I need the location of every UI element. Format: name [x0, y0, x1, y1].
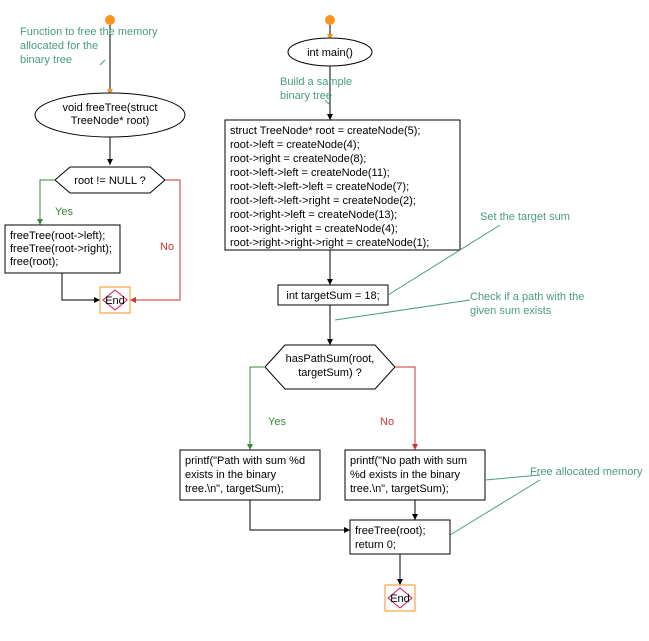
code-line: %d exists in the binary: [350, 469, 461, 481]
code-line: root->right->right->right = createNode(1…: [230, 237, 429, 249]
code-line: root->left->left = createNode(11);: [230, 167, 390, 179]
code-line: freeTree(root);: [355, 525, 426, 537]
node-label: root != NULL ?: [74, 175, 145, 187]
edge: [62, 273, 100, 300]
right-flow: int main() Build a sample binary tree st…: [180, 15, 643, 611]
code-line: root->right->right = createNode(4);: [230, 223, 398, 235]
end-label: End: [390, 593, 410, 605]
annot-text: allocated for the: [20, 40, 98, 52]
code-line: tree.\n", targetSum);: [185, 483, 284, 495]
flowchart-canvas: Function to free the memory allocated fo…: [0, 0, 649, 641]
edge-yes: [40, 180, 55, 225]
code-line: root->left = createNode(4);: [230, 139, 360, 151]
annot-text: Function to free the memory: [20, 26, 158, 38]
node-label: TreeNode* root): [71, 115, 149, 127]
right-start-dot: [325, 15, 335, 25]
node-label: void freeTree(struct: [63, 102, 158, 114]
annot-text: Build a sample: [280, 76, 352, 88]
code-line: root->left->left->right = createNode(2);: [230, 195, 416, 207]
node-label: int main(): [307, 47, 353, 59]
annot-text: binary tree: [20, 54, 72, 66]
annot-text: binary tree: [280, 90, 332, 102]
edge-yes: [250, 367, 265, 450]
no-label: No: [380, 416, 394, 428]
annot-text: given sum exists: [470, 305, 552, 317]
code-line: root->right = createNode(8);: [230, 153, 366, 165]
edge-no: [395, 367, 415, 450]
code-line: tree.\n", targetSum);: [350, 483, 449, 495]
left-start-dot: [105, 15, 115, 25]
annot-text: Check if a path with the: [470, 291, 584, 303]
edge-no: [130, 180, 180, 300]
right-annot-build: Build a sample binary tree: [280, 76, 352, 105]
end-label: End: [105, 295, 125, 307]
edge: [250, 500, 350, 530]
code-line: return 0;: [355, 539, 396, 551]
node-label: hasPathSum(root,: [286, 353, 375, 365]
node-label: int targetSum = 18;: [286, 290, 379, 302]
node-label: freeTree(root->left);: [10, 230, 105, 242]
node-label: targetSum) ?: [298, 367, 362, 379]
left-annotation-free: Function to free the memory allocated fo…: [20, 26, 158, 66]
node-label: free(root);: [10, 256, 58, 268]
yes-label: Yes: [55, 206, 73, 218]
left-flow: Function to free the memory allocated fo…: [5, 15, 185, 313]
code-line: exists in the binary: [185, 469, 277, 481]
annot-text: Set the target sum: [480, 211, 570, 223]
code-line: printf("Path with sum %d: [185, 455, 305, 467]
code-line: root->right->left = createNode(13);: [230, 209, 397, 221]
left-end-node: End: [100, 287, 130, 313]
right-end-node: End: [385, 585, 415, 611]
node-label: freeTree(root->right);: [10, 243, 112, 255]
code-line: root->left->left->left = createNode(7);: [230, 181, 409, 193]
code-line: printf("No path with sum: [350, 455, 467, 467]
yes-label: Yes: [268, 416, 286, 428]
code-line: struct TreeNode* root = createNode(5);: [230, 125, 420, 137]
no-label: No: [160, 241, 174, 253]
annot-text: Free allocated memory: [530, 466, 643, 478]
